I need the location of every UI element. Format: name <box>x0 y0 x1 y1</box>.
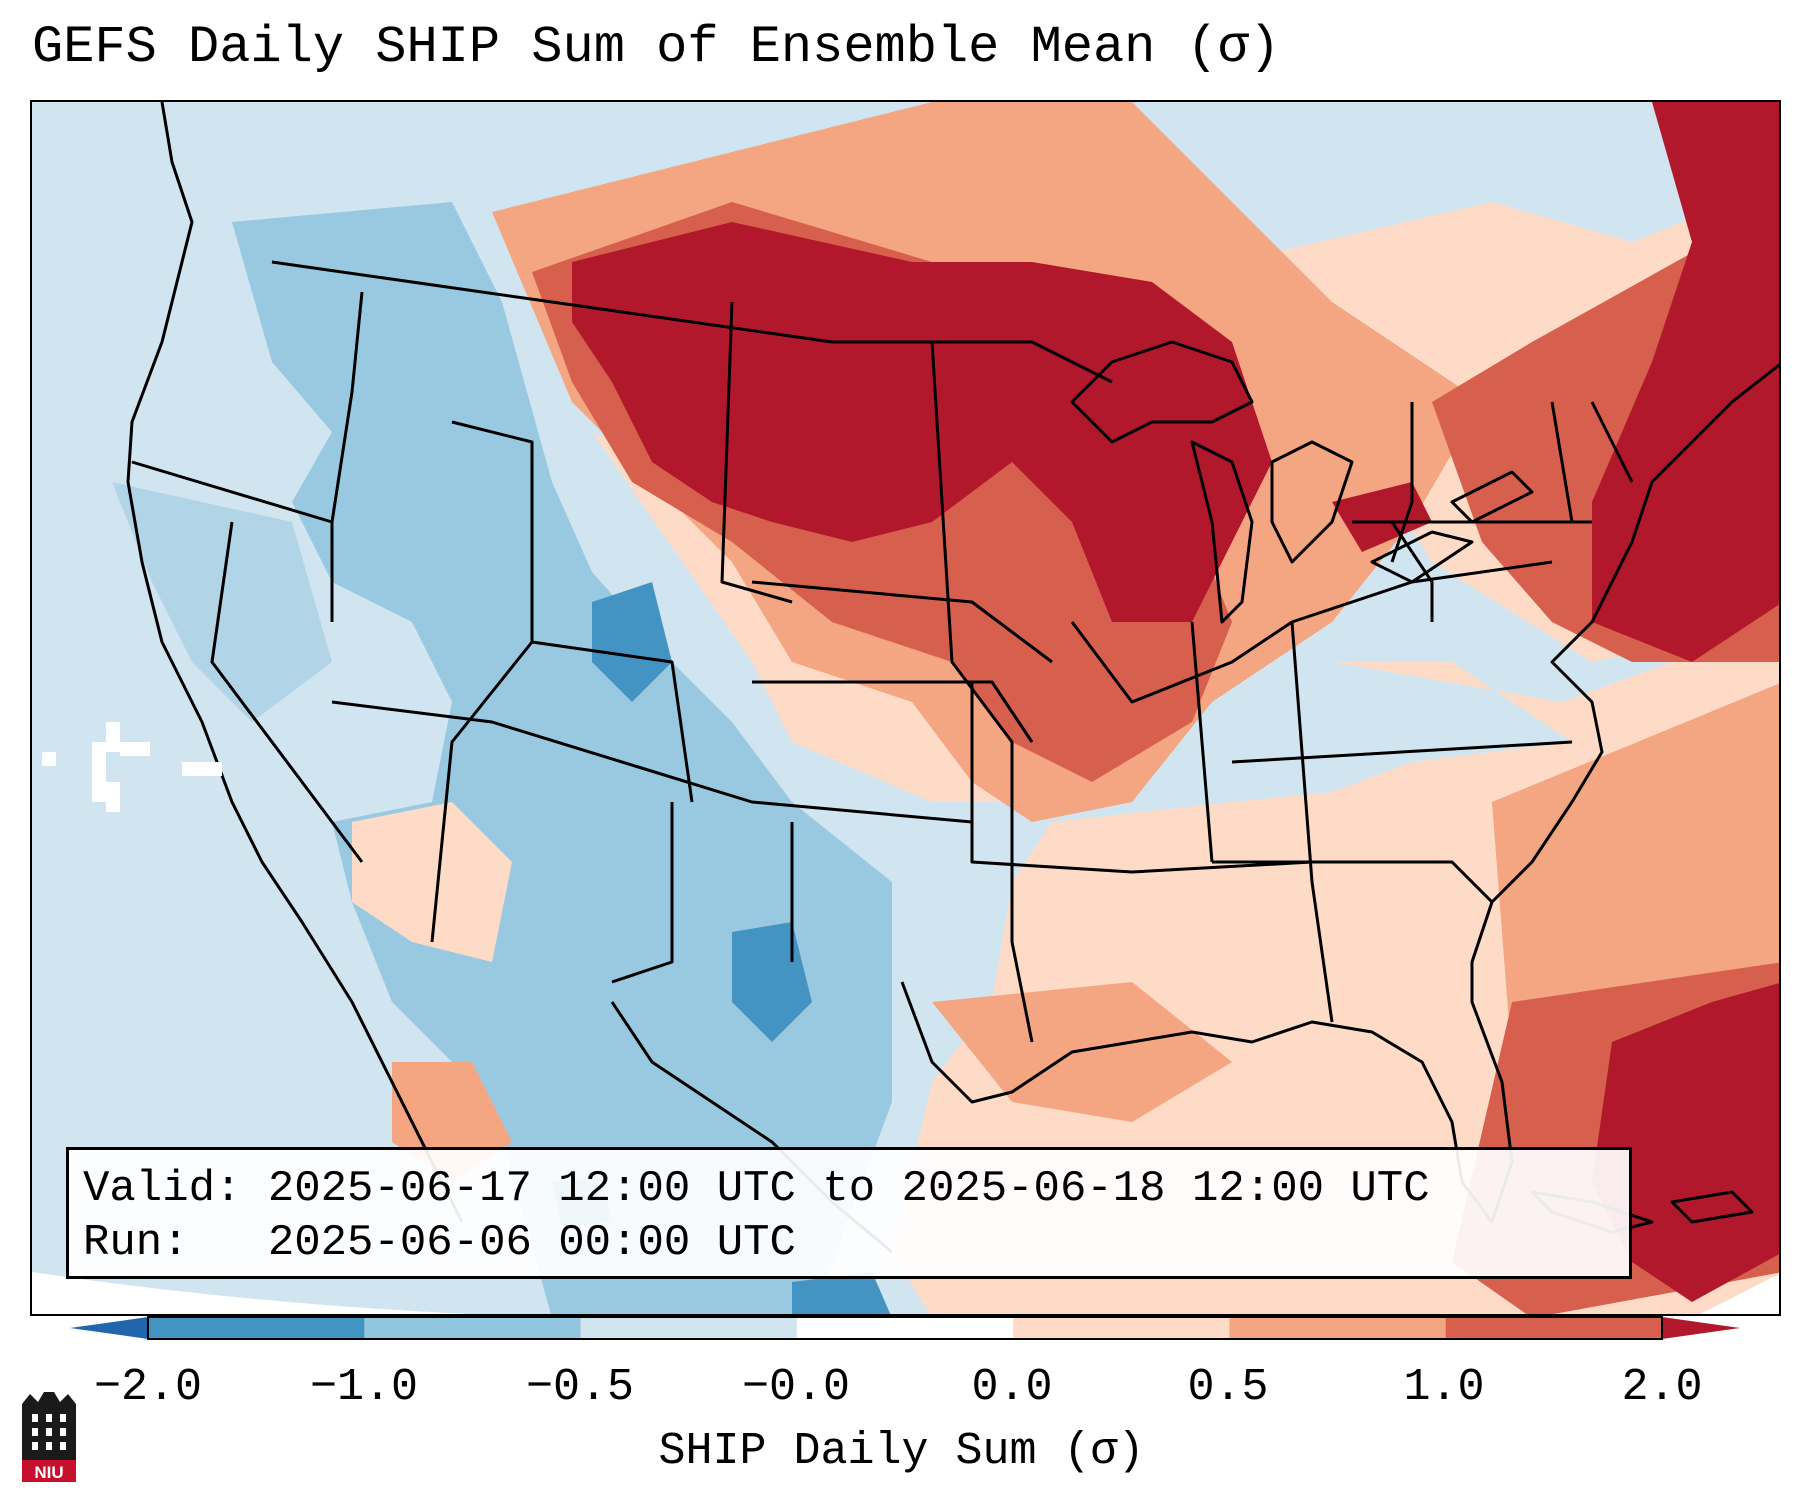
colorbar-segment <box>1445 1317 1663 1339</box>
colorbar-tick: −1.0 <box>309 1362 419 1413</box>
run-time-text: Run: 2025-06-06 00:00 UTC <box>83 1218 796 1268</box>
chart-title: GEFS Daily SHIP Sum of Ensemble Mean (σ) <box>32 18 1281 77</box>
map-panel <box>30 100 1781 1316</box>
colorbar-segment <box>364 1317 582 1339</box>
validity-info-box: Valid: 2025-06-17 12:00 UTC to 2025-06-1… <box>66 1147 1632 1279</box>
colorbar-max-extend <box>1662 1317 1740 1339</box>
colorbar-tick: −0.0 <box>741 1362 851 1413</box>
colorbar <box>70 1316 1740 1340</box>
colorbar-min-extend <box>70 1317 148 1339</box>
colorbar-segment <box>1229 1317 1447 1339</box>
colorbar-tick: 1.0 <box>1403 1362 1485 1413</box>
colorbar-tick: 0.0 <box>971 1362 1053 1413</box>
colorbar-segment <box>148 1317 365 1339</box>
colorbar-segment <box>796 1317 1014 1339</box>
colorbar-tick: 2.0 <box>1621 1362 1703 1413</box>
colorbar-segment <box>1013 1317 1230 1339</box>
anomaly-field <box>32 102 1779 1314</box>
niu-logo: NIU <box>22 1392 76 1482</box>
svg-text:NIU: NIU <box>34 1463 63 1482</box>
colorbar-tick: 0.5 <box>1187 1362 1269 1413</box>
colorbar-tick: −0.5 <box>525 1362 635 1413</box>
valid-time-text: Valid: 2025-06-17 12:00 UTC to 2025-06-1… <box>83 1164 1430 1214</box>
colorbar-tick: −2.0 <box>93 1362 203 1413</box>
colorbar-segment <box>580 1317 798 1339</box>
colorbar-label: SHIP Daily Sum (σ) <box>658 1426 1145 1477</box>
